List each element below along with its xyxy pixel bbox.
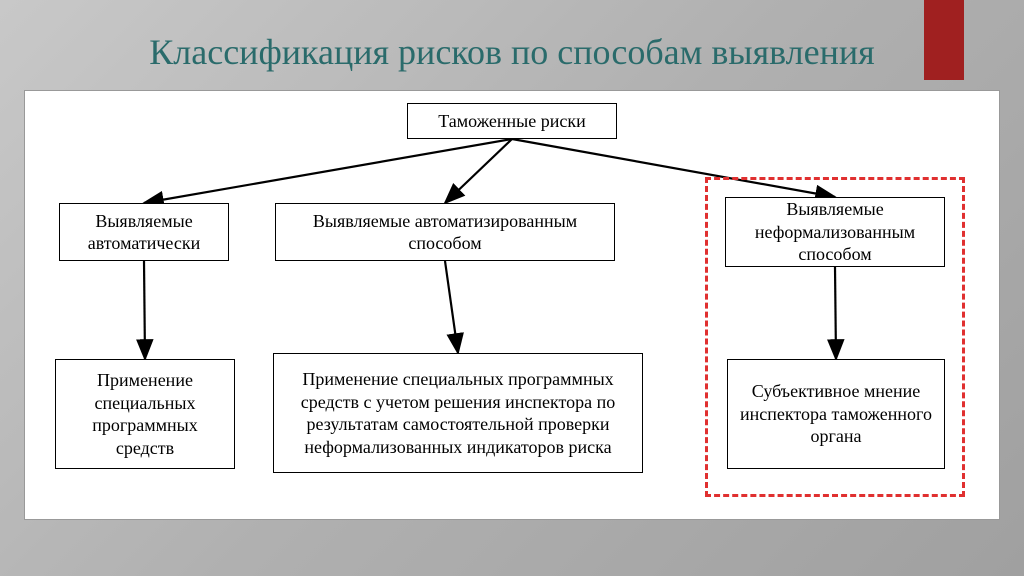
accent-bar <box>924 0 964 80</box>
edge-root-n3 <box>512 139 835 197</box>
edge-root-n2 <box>445 139 512 203</box>
slide-title: Классификация рисков по способам выявлен… <box>0 0 1024 90</box>
node-root: Таможенные риски <box>407 103 617 139</box>
node-n3b: Субъективное мнение инспектора таможенно… <box>727 359 945 469</box>
edge-n2-n2b <box>445 261 458 353</box>
node-n3: Выявляемые неформализованным способом <box>725 197 945 267</box>
diagram-canvas: Таможенные риски Выявляемые автоматически… <box>24 90 1000 520</box>
edge-root-n1 <box>144 139 512 203</box>
edge-n1-n1b <box>144 261 145 359</box>
node-n1b: Применение специальных программных средс… <box>55 359 235 469</box>
node-n2b: Применение специальных программных средс… <box>273 353 643 473</box>
edge-n3-n3b <box>835 267 836 359</box>
node-n1: Выявляемые автоматически <box>59 203 229 261</box>
node-n2: Выявляемые автоматизированным способом <box>275 203 615 261</box>
